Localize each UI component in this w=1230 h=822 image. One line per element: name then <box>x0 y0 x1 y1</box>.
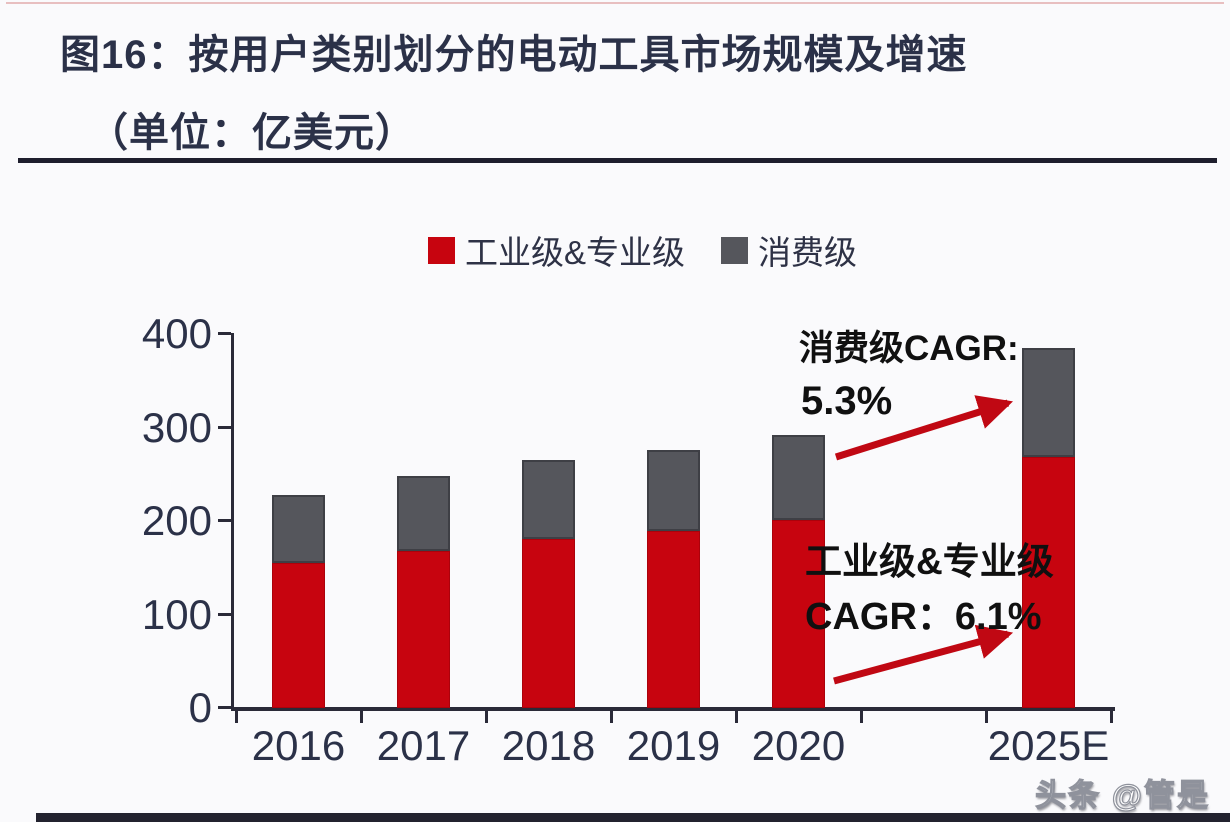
x-axis-tick <box>235 710 238 723</box>
industrial-cagr-arrow <box>833 624 1014 685</box>
x-axis-tick <box>985 710 988 723</box>
bar-2025E-consumer <box>1022 348 1075 457</box>
y-axis-tick-0 <box>218 706 231 709</box>
x-axis-tick <box>485 710 488 723</box>
x-axis-label-2017: 2017 <box>376 722 471 769</box>
top-accent-line <box>6 2 1224 4</box>
legend-swatch-consumer <box>721 236 748 264</box>
y-axis-label-300: 300 <box>141 404 212 451</box>
x-axis-label-2016: 2016 <box>251 722 346 769</box>
legend-label-industrial: 工业级&专业级 <box>464 234 685 271</box>
x-axis-tick <box>1110 710 1113 723</box>
figure-title-unit: （单位：亿美元） <box>88 111 416 155</box>
consumer-cagr-annotation-line1: 消费级CAGR: <box>799 329 1019 368</box>
y-axis-label-400: 400 <box>141 310 212 357</box>
bar-2020-industrial-professional <box>772 520 825 708</box>
x-axis-label-2025E: 2025E <box>987 722 1110 769</box>
y-axis-tick-100 <box>218 613 231 616</box>
bar-2016-consumer <box>272 495 325 563</box>
bar-2025E-industrial-professional <box>1022 457 1075 708</box>
bar-2019-industrial-professional <box>647 531 700 708</box>
y-axis <box>231 333 234 711</box>
bottom-border-bar <box>36 813 1230 822</box>
bar-2018-consumer <box>522 460 575 539</box>
bar-2016-industrial-professional <box>272 563 325 708</box>
industrial-cagr-annotation-line1: 工业级&专业级 <box>805 541 1054 582</box>
legend-label-consumer: 消费级 <box>758 234 857 271</box>
bar-2020-consumer <box>772 435 825 520</box>
toutiao-watermark: 头条 @管是 <box>1035 777 1210 813</box>
chart-legend: 工业级&专业级 消费级 <box>0 226 1230 274</box>
bar-2017-consumer <box>397 476 450 551</box>
industrial-cagr-annotation-value: CAGR：6.1% <box>805 596 1042 638</box>
consumer-cagr-annotation-value: 5.3% <box>801 379 893 423</box>
y-axis-label-0: 0 <box>188 684 212 731</box>
x-axis-tick <box>735 710 738 723</box>
y-axis-tick-400 <box>218 332 231 335</box>
x-axis-tick <box>860 710 863 723</box>
title-divider-line <box>18 158 1217 163</box>
x-axis-label-2020: 2020 <box>751 722 846 769</box>
x-axis-tick <box>360 710 363 723</box>
legend-item-industrial: 工业级&专业级 <box>427 226 685 274</box>
bar-2019-consumer <box>647 450 700 531</box>
y-axis-tick-200 <box>218 519 231 522</box>
x-axis-label-2019: 2019 <box>626 722 721 769</box>
x-axis <box>231 707 1115 711</box>
figure-title: 图16：按用户类别划分的电动工具市场规模及增速 <box>60 33 968 77</box>
y-axis-label-100: 100 <box>141 591 212 638</box>
y-axis-tick-300 <box>218 426 231 429</box>
bar-2018-industrial-professional <box>522 539 575 708</box>
y-axis-label-200: 200 <box>141 497 212 544</box>
bar-2017-industrial-professional <box>397 551 450 708</box>
legend-item-consumer: 消费级 <box>721 226 857 274</box>
legend-swatch-industrial <box>427 236 455 264</box>
x-axis-tick <box>610 710 613 723</box>
x-axis-label-2018: 2018 <box>501 722 596 769</box>
